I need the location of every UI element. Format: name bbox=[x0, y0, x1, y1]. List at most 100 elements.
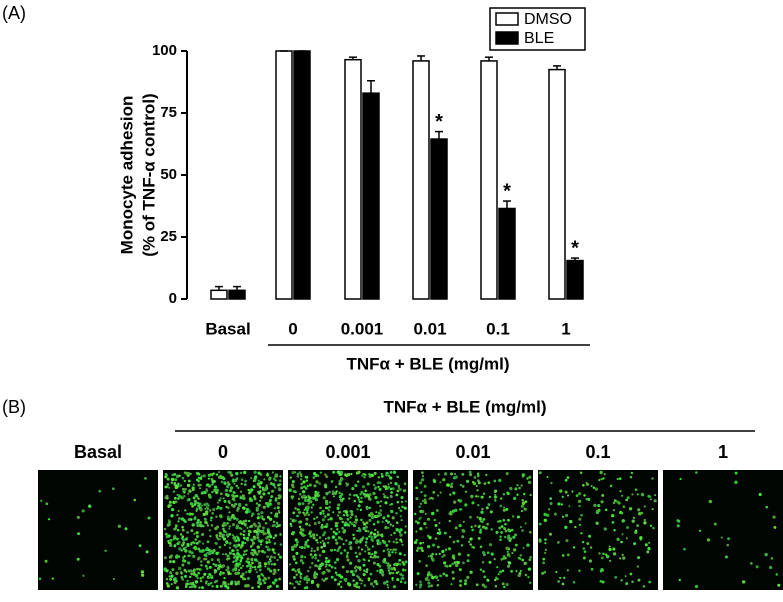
cell bbox=[202, 524, 205, 528]
cell bbox=[419, 583, 423, 587]
cell bbox=[374, 496, 378, 500]
cell bbox=[698, 529, 702, 532]
cell bbox=[219, 497, 222, 500]
cell bbox=[267, 555, 270, 558]
cell bbox=[294, 561, 298, 565]
cell bbox=[622, 505, 626, 509]
cell bbox=[264, 565, 267, 568]
cell bbox=[310, 549, 313, 553]
cell bbox=[195, 509, 198, 513]
cell bbox=[318, 554, 322, 557]
cell bbox=[469, 515, 472, 519]
cell bbox=[268, 499, 272, 503]
cell bbox=[336, 549, 340, 553]
cell bbox=[269, 517, 273, 521]
cell bbox=[470, 494, 474, 499]
cell bbox=[326, 513, 330, 517]
cell bbox=[432, 490, 436, 494]
cell bbox=[291, 519, 295, 523]
cell bbox=[312, 503, 315, 506]
cell bbox=[602, 477, 605, 480]
cell bbox=[355, 539, 359, 542]
cell bbox=[505, 546, 509, 550]
cell bbox=[520, 484, 523, 487]
cell bbox=[244, 519, 248, 523]
cell bbox=[346, 551, 349, 554]
cell bbox=[345, 513, 349, 517]
cell bbox=[278, 479, 282, 483]
cell bbox=[599, 569, 603, 573]
cell bbox=[239, 574, 244, 579]
cell bbox=[439, 574, 442, 578]
cell bbox=[299, 531, 303, 535]
cell bbox=[292, 495, 295, 498]
cell bbox=[245, 549, 248, 552]
cell bbox=[309, 500, 313, 504]
cell bbox=[276, 558, 279, 562]
cell bbox=[175, 586, 180, 590]
cell bbox=[232, 536, 237, 540]
cell bbox=[449, 510, 452, 514]
cell bbox=[337, 536, 341, 540]
cell bbox=[249, 545, 253, 548]
cell bbox=[678, 578, 681, 582]
cell bbox=[399, 515, 402, 518]
cell bbox=[775, 573, 778, 576]
cell bbox=[204, 564, 208, 568]
cell bbox=[350, 512, 354, 517]
bar bbox=[480, 60, 498, 300]
cell bbox=[169, 543, 173, 547]
cell bbox=[264, 522, 268, 525]
cell bbox=[262, 531, 266, 536]
panel-b-title: TNFα + BLE (mg/ml) bbox=[384, 397, 547, 416]
cell bbox=[253, 550, 257, 554]
cell bbox=[398, 531, 401, 534]
cell bbox=[233, 539, 236, 542]
bar bbox=[344, 58, 362, 300]
cell bbox=[296, 514, 299, 518]
cell bbox=[383, 581, 387, 585]
cell bbox=[201, 533, 205, 537]
cell bbox=[140, 570, 145, 574]
cell bbox=[574, 525, 577, 529]
cell bbox=[182, 538, 185, 542]
cell bbox=[386, 562, 390, 565]
cell bbox=[636, 493, 639, 496]
cell bbox=[274, 578, 278, 582]
cell bbox=[227, 571, 231, 576]
cell bbox=[277, 553, 280, 556]
cell bbox=[197, 547, 201, 551]
cell bbox=[370, 515, 375, 520]
cell bbox=[649, 524, 653, 528]
cell bbox=[181, 578, 185, 581]
cell bbox=[253, 475, 258, 479]
cell bbox=[600, 478, 603, 481]
cell bbox=[522, 492, 526, 496]
cell bbox=[477, 525, 481, 529]
cell bbox=[322, 533, 325, 537]
cell bbox=[190, 572, 194, 576]
cell bbox=[271, 489, 275, 493]
cell bbox=[353, 584, 356, 587]
cell bbox=[230, 473, 234, 477]
cell bbox=[303, 485, 306, 489]
cell bbox=[206, 540, 210, 544]
cell bbox=[304, 556, 307, 559]
cell bbox=[353, 521, 356, 524]
cell bbox=[357, 585, 361, 589]
cell bbox=[755, 565, 759, 569]
cell bbox=[330, 548, 334, 552]
cell bbox=[421, 475, 425, 478]
cell bbox=[542, 561, 545, 565]
cell bbox=[321, 539, 324, 542]
bar bbox=[548, 68, 566, 300]
column-label: 0.001 bbox=[325, 442, 370, 462]
cell bbox=[228, 532, 232, 536]
cell bbox=[578, 569, 581, 572]
cell bbox=[306, 544, 310, 549]
cell bbox=[348, 521, 352, 524]
cell bbox=[456, 561, 460, 565]
cell bbox=[239, 471, 243, 474]
cell bbox=[289, 476, 292, 479]
cell bbox=[233, 516, 236, 520]
